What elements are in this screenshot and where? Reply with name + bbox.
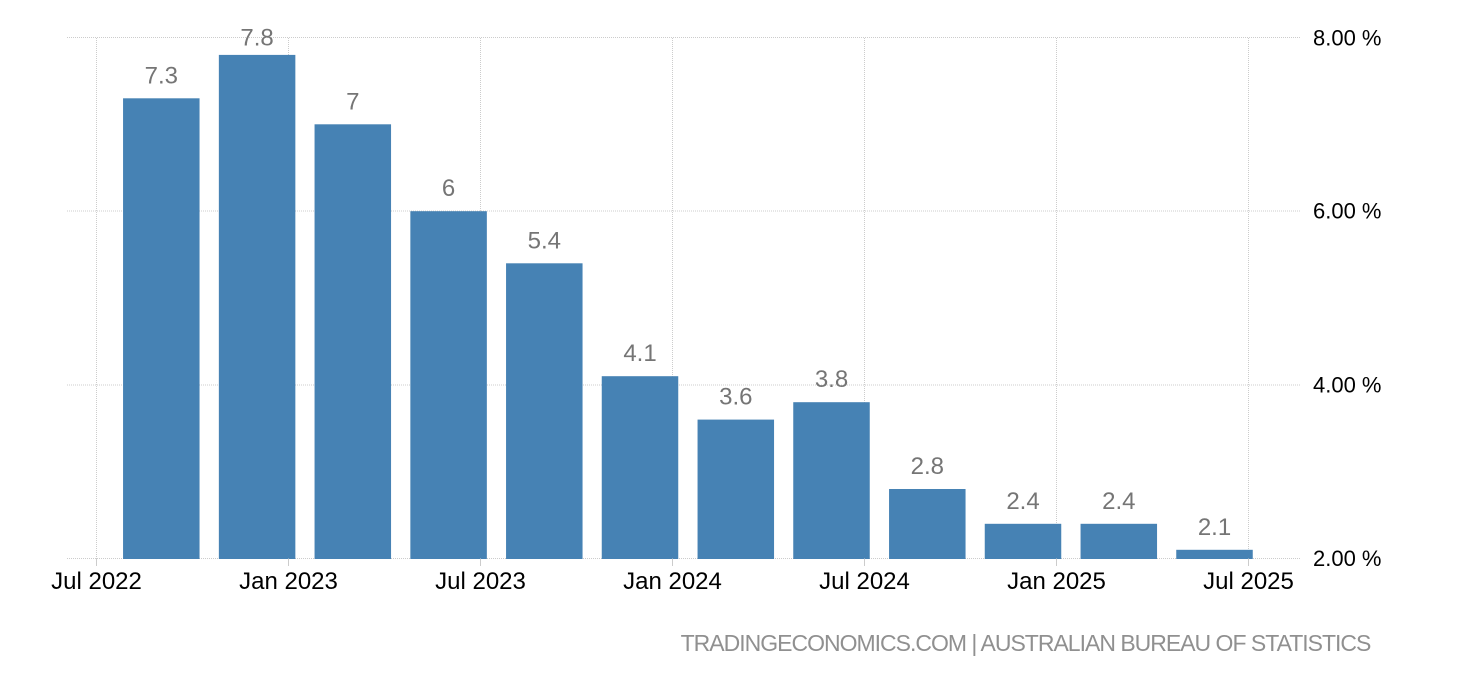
svg-text:8.00 %: 8.00 % [1313,25,1382,50]
svg-text:6.00 %: 6.00 % [1313,199,1382,224]
svg-text:7.8: 7.8 [240,25,273,52]
svg-text:Jul 2025: Jul 2025 [1203,568,1294,595]
svg-text:Jan 2024: Jan 2024 [623,568,722,595]
svg-text:6: 6 [442,175,455,202]
svg-text:Jul 2023: Jul 2023 [435,568,526,595]
svg-text:2.4: 2.4 [1006,488,1039,515]
svg-text:4.1: 4.1 [623,340,656,367]
svg-text:4.00 %: 4.00 % [1313,372,1382,397]
svg-text:7: 7 [346,88,359,115]
svg-text:2.4: 2.4 [1102,488,1135,515]
svg-text:3.6: 3.6 [719,384,752,411]
svg-text:2.8: 2.8 [911,453,944,480]
svg-text:Jul 2022: Jul 2022 [51,568,142,595]
svg-text:7.3: 7.3 [145,62,178,89]
svg-text:TRADINGECONOMICS.COM | AUSTR: TRADINGECONOMICS.COM | AUSTRALIAN BUREAU… [681,630,1371,656]
svg-text:3.8: 3.8 [815,366,848,393]
svg-text:Jan 2023: Jan 2023 [239,568,338,595]
svg-text:Jul 2024: Jul 2024 [819,568,910,595]
svg-text:5.4: 5.4 [528,227,561,254]
svg-text:Jan 2025: Jan 2025 [1007,568,1106,595]
svg-text:2.1: 2.1 [1198,514,1231,541]
svg-text:2.00 %: 2.00 % [1313,546,1382,571]
